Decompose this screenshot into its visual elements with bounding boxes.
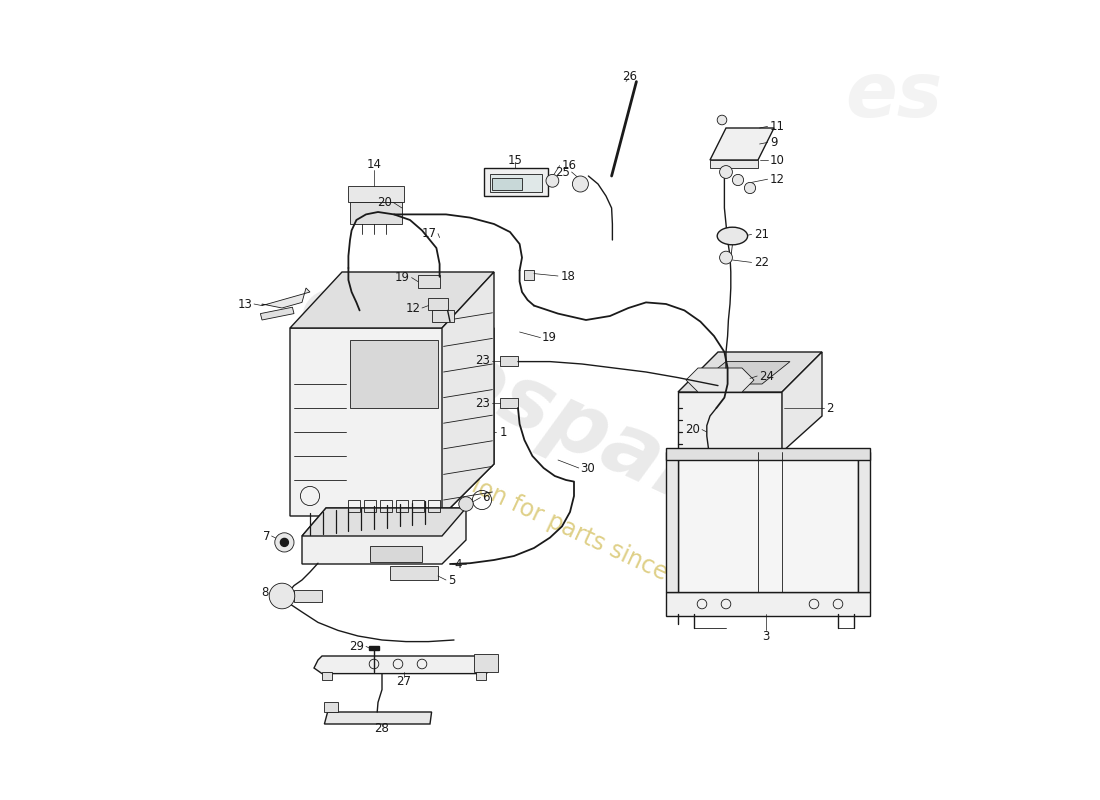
Polygon shape <box>350 202 402 224</box>
Circle shape <box>280 538 288 546</box>
Text: 18: 18 <box>560 270 575 282</box>
Polygon shape <box>261 307 294 320</box>
Circle shape <box>459 497 473 511</box>
Text: 23: 23 <box>475 354 490 367</box>
Circle shape <box>270 583 295 609</box>
Circle shape <box>546 174 559 187</box>
Text: 20: 20 <box>685 423 701 436</box>
Polygon shape <box>493 178 522 190</box>
Bar <box>370 646 378 650</box>
Text: 27: 27 <box>396 675 411 688</box>
Polygon shape <box>782 352 822 452</box>
Text: 16: 16 <box>562 159 578 172</box>
Text: 19: 19 <box>542 331 557 344</box>
Text: 29: 29 <box>350 640 364 653</box>
Bar <box>428 500 440 512</box>
Text: 12: 12 <box>406 302 420 314</box>
Polygon shape <box>476 672 486 680</box>
Polygon shape <box>484 168 549 196</box>
Text: 5: 5 <box>449 574 455 586</box>
Polygon shape <box>390 566 438 580</box>
Polygon shape <box>499 356 518 366</box>
Polygon shape <box>490 174 542 192</box>
Text: 11: 11 <box>770 120 785 133</box>
Circle shape <box>733 174 744 186</box>
Text: 25: 25 <box>556 166 570 178</box>
Polygon shape <box>442 272 494 516</box>
Polygon shape <box>431 310 454 322</box>
Text: 13: 13 <box>238 298 252 310</box>
Circle shape <box>745 182 756 194</box>
Text: 15: 15 <box>507 154 522 166</box>
Polygon shape <box>710 128 774 160</box>
Text: 17: 17 <box>421 227 437 240</box>
Text: 1: 1 <box>499 426 507 438</box>
Polygon shape <box>678 392 782 452</box>
Polygon shape <box>474 654 498 672</box>
Polygon shape <box>666 452 678 592</box>
Circle shape <box>719 166 733 178</box>
Text: 10: 10 <box>770 154 785 166</box>
Polygon shape <box>262 288 310 308</box>
Text: eurospares: eurospares <box>286 263 814 569</box>
Polygon shape <box>290 272 494 328</box>
Text: 7: 7 <box>263 530 270 542</box>
Text: 4: 4 <box>454 558 462 570</box>
Text: 6: 6 <box>482 491 490 504</box>
Polygon shape <box>710 160 758 168</box>
Polygon shape <box>698 362 790 384</box>
Polygon shape <box>370 546 422 562</box>
Text: 23: 23 <box>475 397 490 410</box>
Polygon shape <box>678 452 858 592</box>
Text: 22: 22 <box>754 256 769 269</box>
Polygon shape <box>324 702 338 712</box>
Ellipse shape <box>717 227 748 245</box>
Bar <box>348 500 360 512</box>
Text: a passion for parts since 1985: a passion for parts since 1985 <box>399 442 733 614</box>
Polygon shape <box>290 328 494 516</box>
Polygon shape <box>678 352 822 392</box>
Polygon shape <box>324 712 431 724</box>
Text: 20: 20 <box>376 196 392 209</box>
Polygon shape <box>686 368 754 392</box>
Polygon shape <box>858 452 870 592</box>
Text: 8: 8 <box>261 586 268 598</box>
Text: 24: 24 <box>760 370 774 382</box>
Circle shape <box>275 533 294 552</box>
Text: 28: 28 <box>375 722 389 734</box>
Text: 21: 21 <box>754 228 769 241</box>
Text: 26: 26 <box>623 70 638 82</box>
Bar <box>364 500 375 512</box>
Bar <box>411 500 424 512</box>
Text: 14: 14 <box>366 158 382 170</box>
Polygon shape <box>349 186 405 202</box>
Polygon shape <box>428 298 448 310</box>
Text: 2: 2 <box>826 402 834 414</box>
Polygon shape <box>666 592 870 616</box>
Polygon shape <box>666 448 870 460</box>
Polygon shape <box>418 275 440 288</box>
Polygon shape <box>314 656 494 674</box>
Bar <box>379 500 392 512</box>
Polygon shape <box>524 270 534 280</box>
Text: 30: 30 <box>581 462 595 474</box>
Bar <box>396 500 408 512</box>
Polygon shape <box>350 340 438 408</box>
Text: 3: 3 <box>762 630 770 642</box>
Polygon shape <box>302 508 466 564</box>
Polygon shape <box>499 398 518 408</box>
Polygon shape <box>302 508 466 536</box>
Polygon shape <box>322 672 332 680</box>
Circle shape <box>717 115 727 125</box>
Polygon shape <box>294 590 322 602</box>
Text: es: es <box>846 59 943 133</box>
Circle shape <box>719 251 733 264</box>
Text: 19: 19 <box>395 271 410 284</box>
Text: 9: 9 <box>770 136 778 149</box>
Text: 12: 12 <box>770 173 785 186</box>
Circle shape <box>572 176 588 192</box>
